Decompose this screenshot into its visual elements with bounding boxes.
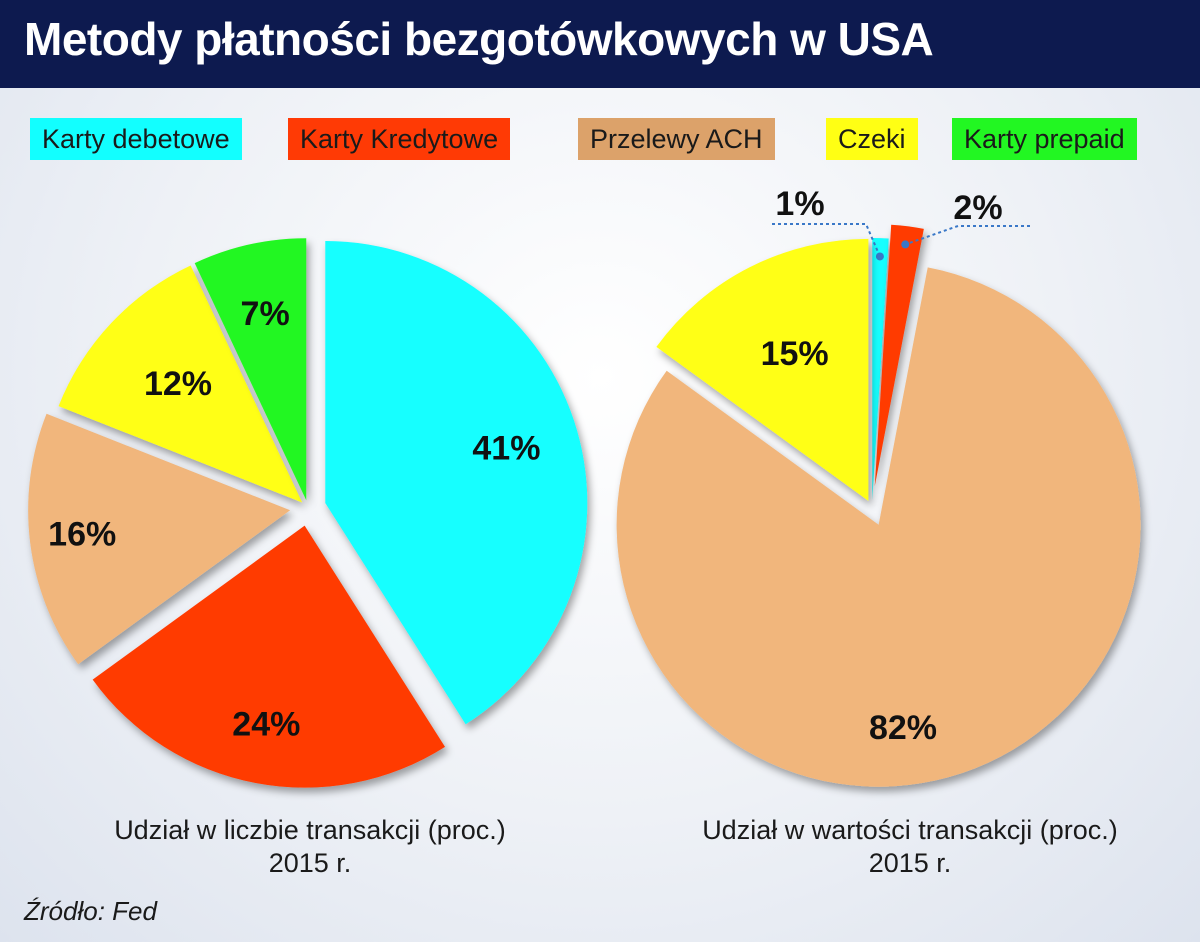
- caption-subtitle: 2015 r.: [268, 848, 352, 878]
- pie-slice-checks: [58, 265, 303, 503]
- pie-label-prepaid: 7%: [241, 295, 290, 333]
- legend-item-debit: Karty debetowe: [30, 118, 242, 160]
- legend-item-credit: Karty Kredytowe: [288, 118, 511, 160]
- pie-slice-checks: [656, 238, 869, 501]
- caption-transaction-count: Udział w liczbie transakcji (proc.) 2015…: [10, 814, 610, 880]
- pie-slice-credit: [874, 224, 924, 487]
- page-title: Metody płatności bezgotówkowych w USA: [24, 13, 934, 65]
- legend-item-checks: Czeki: [826, 118, 918, 160]
- legend-item-ach: Przelewy ACH: [578, 118, 775, 160]
- legend-item-prepaid: Karty prepaid: [952, 118, 1137, 160]
- pie-slice-debit: [325, 240, 588, 725]
- source-note: Źródło: Fed: [24, 896, 157, 926]
- leader-dot-credit: [901, 240, 910, 249]
- pie-chart-transaction-count: 41% 24% 16% 12% 7%: [28, 238, 588, 788]
- caption-subtitle: 2015 r.: [868, 848, 952, 878]
- pie-label-debit: 41%: [472, 429, 540, 467]
- caption-transaction-value: Udział w wartości transakcji (proc.) 201…: [610, 814, 1200, 880]
- pie-label-ach: 16%: [48, 516, 116, 554]
- pie-label-ach: 82%: [869, 709, 937, 747]
- caption-title: Udział w liczbie transakcji (proc.): [114, 815, 506, 845]
- pie-label-debit: 1%: [775, 185, 824, 223]
- pie-label-credit: 24%: [232, 705, 300, 743]
- pie-slice-prepaid: [194, 238, 307, 501]
- leader-line-credit: [904, 225, 1030, 246]
- leader-dot-debit: [875, 252, 884, 261]
- pie-label-checks: 12%: [144, 365, 212, 403]
- pie-slice-credit: [92, 525, 446, 788]
- caption-title: Udział w wartości transakcji (proc.): [702, 815, 1118, 845]
- pie-slice-debit: [872, 238, 889, 501]
- pie-label-checks: 15%: [761, 335, 829, 373]
- header-bar: Metody płatności bezgotówkowych w USA: [0, 0, 1200, 88]
- pie-label-credit: 2%: [953, 189, 1002, 227]
- pie-chart-transaction-value: 1% 2% 82% 15%: [616, 185, 1141, 787]
- leader-line-debit: [772, 223, 881, 257]
- pie-slice-ach: [28, 413, 291, 665]
- pie-slice-ach: [616, 267, 1141, 787]
